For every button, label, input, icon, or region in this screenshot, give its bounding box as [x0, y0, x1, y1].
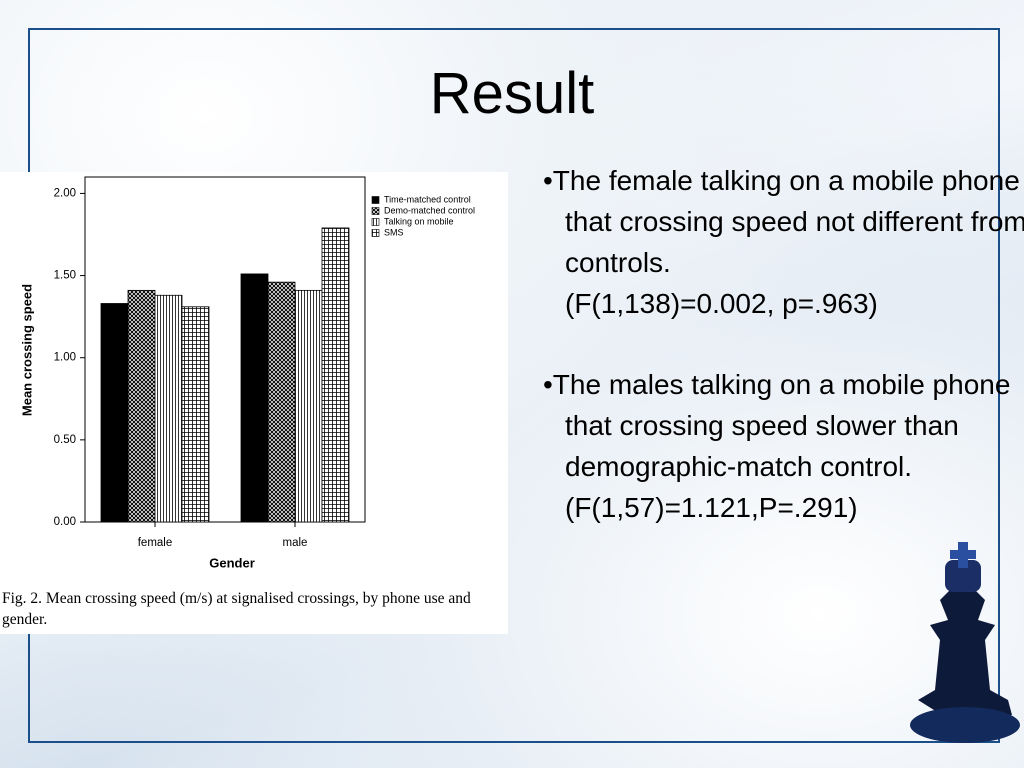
bar: [100, 303, 129, 523]
x-axis-label: Gender: [209, 555, 255, 570]
legend-swatch: [371, 218, 380, 226]
bullet-text: •The males talking on a mobile phone tha…: [543, 369, 1011, 482]
bullet: •The males talking on a mobile phone tha…: [543, 364, 1024, 528]
figure-caption: Fig. 2. Mean crossing speed (m/s) at sig…: [2, 590, 471, 628]
y-tick-label: 1.00: [54, 352, 76, 364]
bar: [181, 306, 210, 523]
y-tick-label: 1.50: [54, 270, 76, 282]
legend-swatch: [371, 207, 380, 215]
slide-title: Result: [429, 61, 595, 126]
bar: [267, 281, 296, 523]
bar: [127, 289, 156, 523]
y-tick-label: 0.50: [54, 434, 76, 446]
bar: [154, 294, 183, 523]
legend-label: Demo-matched control: [384, 205, 475, 215]
y-axis-label: Mean crossing speed: [19, 284, 34, 416]
legend-swatch: [371, 229, 380, 237]
bar: [321, 227, 350, 523]
bullet: •The female talking on a mobile phone th…: [543, 160, 1024, 324]
legend-label: Time-matched control: [384, 194, 471, 204]
plot-frame: [84, 176, 366, 523]
y-tick-label: 2.00: [54, 187, 76, 199]
legend-label: Talking on mobile: [384, 216, 454, 226]
legend-label: SMS: [384, 227, 404, 237]
x-tick-label: male: [283, 537, 308, 549]
bullet-text: •The female talking on a mobile phone th…: [543, 165, 1024, 278]
bullet-stat: (F(1,138)=0.002, p=.963): [565, 288, 878, 319]
bar: [240, 273, 269, 523]
bullet-stat: (F(1,57)=1.121,P=.291): [565, 492, 858, 523]
x-tick-label: female: [138, 537, 173, 549]
bar: [294, 289, 323, 523]
legend-swatch: [371, 196, 380, 204]
y-tick-label: 0.00: [54, 516, 76, 528]
chess-king: [910, 542, 1020, 743]
